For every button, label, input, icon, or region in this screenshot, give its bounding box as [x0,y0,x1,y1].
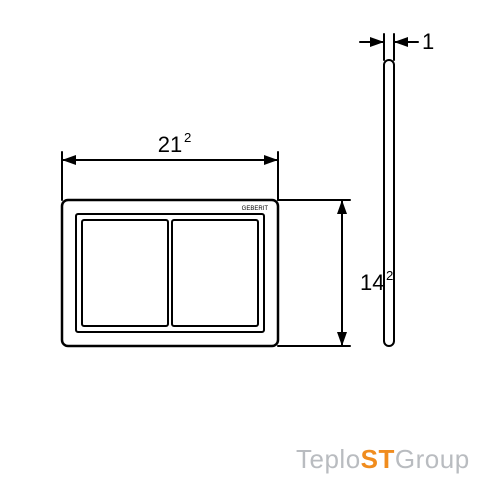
watermark-part-0: Teplo [296,444,361,474]
watermark: TeploSTGroup [296,444,470,474]
flush-button-small [172,220,258,326]
watermark-part-1: ST [361,444,395,474]
plate-outline [62,200,278,346]
dimension-thickness-label: 1 [422,29,434,54]
dimension-width-sup: 2 [184,130,191,145]
front-view: GEBERIT [62,200,278,346]
technical-drawing: GEBERIT2121421TeploSTGroup [0,0,500,500]
brand-label: GEBERIT [242,206,269,212]
side-view [384,60,394,346]
dimension-height-label: 14 [360,270,384,295]
flush-button-large [82,220,168,326]
side-profile [384,60,394,346]
dimensions-group: 2121421 [62,29,434,346]
watermark-part-2: Group [395,444,470,474]
dimension-width-label: 21 [158,132,182,157]
dimension-height-sup: 2 [386,268,393,283]
plate-inner-frame [76,214,264,332]
watermark-text: TeploSTGroup [296,444,470,474]
